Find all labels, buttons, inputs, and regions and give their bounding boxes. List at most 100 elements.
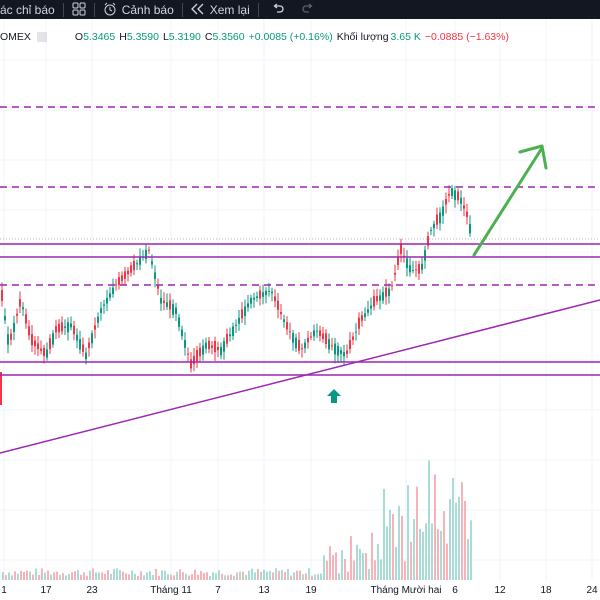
volume-bar [332,555,334,580]
toolbar-divider [257,2,259,17]
volume-bar [401,515,403,580]
alerts-button[interactable]: Cảnh báo [103,2,174,18]
volume-bar [134,573,136,580]
volume-bar [461,482,463,580]
volume-bar [458,496,460,580]
volume-bar [284,571,286,580]
volume-bar [362,553,364,580]
candle-body [397,256,399,266]
change-value: +0.0085 (+0.16%) [248,31,333,43]
volume-bar [464,500,466,580]
symbol-menu-icon[interactable] [36,32,47,42]
candle-body [25,314,27,324]
volume-bar [257,568,259,580]
volume-bar [194,569,196,580]
candle-body [88,342,90,349]
volume-bar [29,571,31,580]
indicators-label: ác chỉ báo [0,2,55,17]
volume-bar [344,558,346,580]
candle-body [406,258,408,269]
candle-body [394,272,396,275]
candle-body [112,287,114,295]
volume-bar [131,570,133,580]
volume-bar [5,575,7,580]
candle-body [127,270,129,275]
volume-value: 3.65 K [390,31,421,43]
candle-body [334,343,336,355]
volume-bar [113,569,115,580]
volume-bar [251,568,253,580]
volume-bar [149,571,151,580]
volume-bar [434,474,436,580]
time-tick: 24 [586,585,598,596]
volume-bar [20,570,22,580]
volume-bar [68,574,70,580]
volume-bar [380,559,382,580]
volume-bar [443,511,445,580]
candle-body [403,255,405,257]
time-tick: 1 [1,585,7,596]
candle-body [187,353,189,355]
templates-button[interactable] [72,2,86,18]
candle-body [205,342,207,349]
candle-body [307,337,309,343]
candle-body [166,302,168,307]
candle-body [160,297,162,304]
redo-button[interactable] [301,2,315,17]
volume-bar [2,572,4,580]
replay-button[interactable]: Xem lại [190,3,250,17]
candle-body [250,297,252,304]
candle-body [292,333,294,343]
volume-bar [95,572,97,580]
volume-bar [143,575,145,580]
toolbar-divider [181,2,183,17]
candle-body [313,330,315,337]
undo-button[interactable] [271,2,285,17]
candle-body [337,346,339,356]
volume-bar [377,543,379,580]
candle-body [106,297,108,304]
candle-body [79,339,81,350]
volume-bar [146,572,148,580]
open-value: 5.3465 [83,31,116,43]
candle-body [433,223,435,229]
candle-body [220,346,222,356]
candle-body [181,329,183,337]
time-tick: 18 [540,585,552,596]
candle-body [85,352,87,360]
volume-bar [224,575,226,580]
candle-body [238,317,240,324]
candle-body [43,347,45,357]
candle-body [340,350,342,355]
volume-bar [329,546,331,580]
time-tick: 12 [494,585,506,596]
volume-bar [182,572,184,580]
alerts-label: Cảnh báo [121,2,174,17]
volume-bar [86,575,88,580]
candle-body [400,243,402,255]
candle-body [370,305,372,309]
volume-bar [437,529,439,580]
candle-body [175,307,177,315]
redo-icon [301,2,315,17]
candle-body [424,250,426,261]
candle-body [94,325,96,330]
volume-bar [269,570,271,580]
volume-bar [8,572,10,580]
ohlc-legend: OMEX O 5.3465 H 5.3590 L 5.3190 C 5.3560 +0.… [0,31,509,43]
candle-body [352,336,354,340]
candle-body [19,299,21,307]
candle-body [73,325,75,335]
candle-body [130,265,132,273]
price-chart[interactable] [0,19,600,580]
volume-bar [65,575,67,580]
volume-bar [11,575,13,580]
trend-line [0,299,600,454]
candle-body [184,340,186,348]
indicators-button[interactable]: ác chỉ báo [0,3,55,17]
volume-bar [431,523,433,580]
candle-body [271,291,273,294]
candle-body [439,212,441,224]
candle-body [217,346,219,351]
volume-bar [137,575,139,580]
